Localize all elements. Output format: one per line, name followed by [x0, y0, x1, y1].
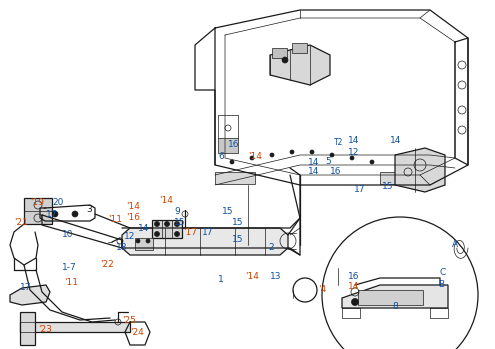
Circle shape: [52, 211, 58, 217]
Text: '14: '14: [126, 202, 140, 211]
Bar: [135, 238, 153, 250]
Polygon shape: [20, 312, 35, 345]
Text: 16: 16: [228, 140, 240, 149]
Text: 14: 14: [390, 136, 401, 145]
Text: '25: '25: [122, 316, 136, 325]
Text: 18: 18: [116, 243, 128, 252]
Bar: [218, 138, 238, 153]
Bar: [358, 290, 423, 305]
Text: 14: 14: [308, 158, 319, 167]
Circle shape: [175, 231, 180, 237]
Text: 15: 15: [174, 218, 186, 227]
Text: T2: T2: [334, 138, 344, 147]
Polygon shape: [20, 322, 130, 332]
Text: 1-7: 1-7: [62, 263, 77, 272]
Text: '19: '19: [30, 198, 44, 207]
Text: '22: '22: [100, 260, 114, 269]
Text: A: A: [452, 240, 458, 249]
Text: '17: '17: [183, 228, 197, 237]
Circle shape: [290, 150, 294, 154]
Bar: [272, 48, 287, 58]
Text: 16: 16: [348, 272, 359, 281]
Text: 15: 15: [382, 182, 394, 191]
Circle shape: [175, 222, 180, 227]
Text: '14: '14: [245, 272, 259, 281]
Circle shape: [370, 160, 374, 164]
Text: 14: 14: [308, 167, 319, 176]
Text: 3: 3: [86, 205, 92, 214]
Polygon shape: [270, 45, 330, 85]
Circle shape: [154, 231, 159, 237]
Text: '11: '11: [108, 215, 122, 224]
Bar: [215, 172, 255, 184]
Circle shape: [330, 153, 334, 157]
Text: 14: 14: [348, 136, 359, 145]
Polygon shape: [342, 285, 448, 308]
Circle shape: [230, 160, 234, 164]
Text: 20: 20: [52, 198, 63, 207]
Text: 2: 2: [268, 243, 274, 252]
Text: 5: 5: [325, 157, 331, 166]
Text: 14: 14: [138, 224, 149, 233]
Text: 17: 17: [354, 185, 365, 194]
Bar: [152, 220, 182, 238]
Circle shape: [250, 156, 254, 160]
Text: 15: 15: [232, 235, 244, 244]
Polygon shape: [395, 148, 445, 192]
Polygon shape: [10, 285, 50, 305]
Text: 10: 10: [62, 230, 73, 239]
Text: '14: '14: [248, 152, 262, 161]
Text: 8: 8: [392, 302, 398, 311]
Text: 1: 1: [218, 275, 224, 284]
Circle shape: [146, 239, 150, 243]
Text: '23: '23: [38, 325, 52, 334]
Text: 13: 13: [270, 272, 282, 281]
Text: 17: 17: [202, 228, 213, 237]
Circle shape: [310, 150, 314, 154]
Bar: [292, 43, 307, 53]
Circle shape: [136, 239, 140, 243]
Text: 17: 17: [20, 283, 32, 292]
Text: '11: '11: [64, 278, 78, 287]
Text: 12: 12: [348, 148, 359, 157]
Circle shape: [164, 222, 169, 227]
Text: 16: 16: [330, 167, 342, 176]
Circle shape: [350, 156, 354, 160]
Text: '24: '24: [130, 328, 144, 337]
Circle shape: [282, 57, 288, 63]
Text: 15: 15: [222, 207, 234, 216]
Polygon shape: [122, 228, 288, 255]
Text: 17: 17: [46, 210, 57, 219]
Text: 6: 6: [218, 152, 224, 161]
Text: '14: '14: [159, 196, 173, 205]
Circle shape: [351, 298, 358, 305]
Text: '16: '16: [126, 213, 140, 222]
Text: 14: 14: [348, 282, 359, 291]
Circle shape: [270, 153, 274, 157]
Bar: [24, 198, 52, 224]
Text: C: C: [440, 268, 446, 277]
Text: 12: 12: [124, 232, 135, 241]
Circle shape: [154, 222, 159, 227]
Text: '4: '4: [318, 285, 326, 294]
Text: 9: 9: [174, 207, 180, 216]
Text: B: B: [438, 280, 444, 289]
Text: '21: '21: [14, 218, 28, 227]
Circle shape: [72, 211, 78, 217]
Text: 15: 15: [232, 218, 244, 227]
Bar: [380, 172, 420, 184]
